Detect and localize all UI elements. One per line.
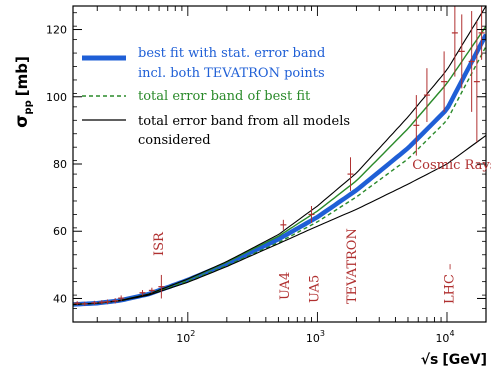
data-point-4 <box>104 299 111 305</box>
data-point-20 <box>478 6 485 60</box>
x-tick-label: 103 <box>306 329 325 345</box>
annotation-tevatron: TEVATRON <box>345 228 360 304</box>
data-point-17 <box>458 14 465 89</box>
data-point-5 <box>112 298 119 304</box>
legend-label-black-band-line2: considered <box>138 133 211 148</box>
legend-label-best-fit: best fit with stat. error band <box>138 46 325 61</box>
annotation-lhc: LHC – <box>443 263 458 304</box>
x-tick-label: 104 <box>435 329 454 345</box>
data-point-15 <box>441 51 448 112</box>
x-axis-label-unit: [GeV] <box>442 352 487 368</box>
data-point-6 <box>118 295 125 301</box>
y-tick-label: 60 <box>53 225 67 238</box>
data-point-0 <box>74 301 81 306</box>
y-tick-label: 100 <box>46 91 67 104</box>
y-tick-label: 40 <box>53 292 67 305</box>
data-point-2 <box>91 300 98 305</box>
y-tick-label: 120 <box>46 24 67 37</box>
series-black-lower <box>73 134 486 306</box>
annotation-isr: ISR <box>152 231 167 256</box>
data-point-18 <box>468 11 475 112</box>
annotation-ua5: UA5 <box>308 275 323 303</box>
data-point-1 <box>81 301 88 306</box>
series-black-upper <box>73 6 486 306</box>
data-point-7 <box>139 290 146 296</box>
data-point-14 <box>423 68 430 122</box>
data-point-13 <box>413 95 420 156</box>
annotation-cosmic-rays: Cosmic Rays <box>412 158 491 173</box>
legend-label-black-band: total error band from all models <box>138 114 350 129</box>
legend-label-best-fit-line2: incl. both TEVATRON points <box>138 66 325 81</box>
data-point-11 <box>308 206 315 223</box>
data-point-10 <box>280 219 287 230</box>
data-point-8 <box>148 287 155 294</box>
y-axis-label-subscript: pp <box>23 100 34 114</box>
y-axis-label-symbol: σ <box>12 115 32 128</box>
legend-label-green-band: total error band of best fit <box>138 89 311 104</box>
series-green-lower <box>73 45 486 306</box>
data-point-3 <box>98 300 105 305</box>
y-tick-label: 80 <box>53 158 67 171</box>
annotation-ua4: UA4 <box>278 272 293 300</box>
x-axis-label: √s [GeV] <box>421 352 487 368</box>
y-axis-label-unit: [mb] <box>13 56 31 96</box>
x-axis-label-root: √s <box>421 352 439 368</box>
data-point-12 <box>347 157 354 191</box>
data-point-16 <box>451 6 458 77</box>
data-point-19 <box>473 21 480 143</box>
data-point-9 <box>158 274 165 299</box>
x-tick-label: 102 <box>176 329 195 345</box>
y-axis-label: σpp [mb] <box>12 56 34 128</box>
legend: best fit with stat. error band incl. bot… <box>82 46 350 148</box>
